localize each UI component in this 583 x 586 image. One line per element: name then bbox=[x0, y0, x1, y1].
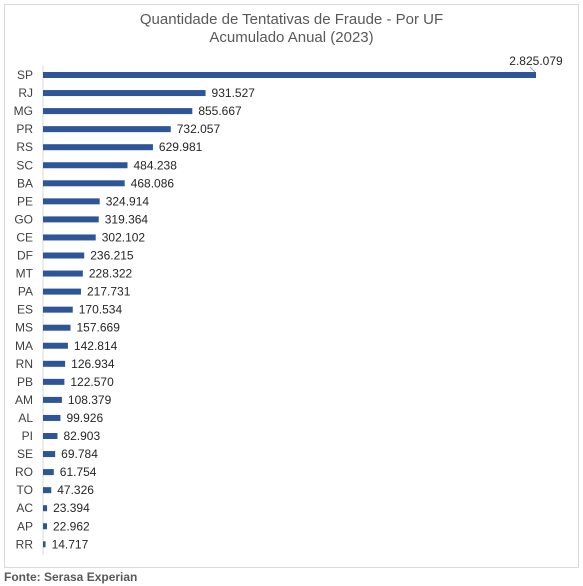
data-label: 732.057 bbox=[177, 122, 221, 136]
bar-pa bbox=[43, 288, 81, 295]
bar-am bbox=[43, 396, 62, 403]
data-label: 629.981 bbox=[159, 140, 203, 154]
category-label: AC bbox=[16, 501, 33, 515]
data-label: 855.667 bbox=[198, 104, 242, 118]
data-label: 484.238 bbox=[134, 158, 178, 172]
category-label: MG bbox=[14, 104, 33, 118]
category-label: PB bbox=[17, 375, 33, 389]
data-label: 142.814 bbox=[74, 339, 118, 353]
data-label: 61.754 bbox=[60, 465, 97, 479]
bar-ce bbox=[43, 234, 96, 241]
data-label: 99.926 bbox=[66, 411, 103, 425]
category-label: PA bbox=[18, 285, 33, 299]
data-label: 324.914 bbox=[106, 194, 150, 208]
bar-es bbox=[43, 306, 73, 313]
bar-rj bbox=[43, 90, 206, 97]
category-label: PR bbox=[16, 122, 33, 136]
data-label: 69.784 bbox=[61, 447, 98, 461]
category-label: MS bbox=[15, 321, 33, 335]
category-label: TO bbox=[17, 483, 33, 497]
data-label: 931.527 bbox=[212, 86, 256, 100]
data-label: 2.825.079 bbox=[509, 54, 563, 68]
chart-subtitle: Acumulado Anual (2023) bbox=[209, 29, 374, 46]
data-label: 47.326 bbox=[57, 483, 94, 497]
bar-sp bbox=[43, 72, 536, 78]
bar-ba bbox=[43, 180, 125, 187]
category-label: SC bbox=[16, 158, 33, 172]
category-label: BA bbox=[17, 176, 33, 190]
data-label: 468.086 bbox=[131, 176, 175, 190]
category-label: DF bbox=[17, 249, 33, 263]
leader-line bbox=[529, 66, 536, 73]
chart-title: Quantidade de Tentativas de Fraude - Por… bbox=[139, 11, 444, 28]
data-label: 236.215 bbox=[90, 249, 134, 263]
chart-frame bbox=[4, 4, 579, 568]
category-label: MT bbox=[16, 267, 34, 281]
category-label: SE bbox=[17, 447, 33, 461]
data-label: 23.394 bbox=[53, 501, 90, 515]
data-label: 228.322 bbox=[89, 267, 133, 281]
bar-ap bbox=[43, 523, 48, 530]
category-label: RR bbox=[16, 537, 34, 551]
bar-rs bbox=[43, 144, 153, 151]
category-label: AP bbox=[17, 519, 33, 533]
bar-rr bbox=[43, 541, 46, 548]
source-note: Fonte: Serasa Experian bbox=[4, 570, 138, 584]
category-label: SP bbox=[17, 68, 33, 82]
category-label: PI bbox=[22, 429, 33, 443]
bar-pb bbox=[43, 378, 65, 385]
data-label: 14.717 bbox=[52, 537, 89, 551]
bar-ro bbox=[43, 469, 54, 476]
bar-to bbox=[43, 487, 52, 494]
bar-ma bbox=[43, 342, 68, 349]
category-label: RJ bbox=[18, 86, 33, 100]
bar-pr bbox=[43, 126, 171, 133]
bar-df bbox=[43, 252, 85, 259]
category-label: RN bbox=[16, 357, 33, 371]
category-label: AL bbox=[18, 411, 33, 425]
bar-pe bbox=[43, 198, 100, 205]
bar-sc bbox=[43, 162, 128, 169]
category-label: CE bbox=[16, 230, 33, 244]
bar-mt bbox=[43, 270, 83, 277]
category-label: AM bbox=[15, 393, 33, 407]
bar-ac bbox=[43, 505, 48, 512]
bar-al bbox=[43, 414, 61, 421]
data-label: 126.934 bbox=[71, 357, 115, 371]
bar-se bbox=[43, 451, 56, 458]
bar-mg bbox=[43, 108, 193, 115]
data-label: 122.570 bbox=[70, 375, 114, 389]
category-label: RS bbox=[16, 140, 33, 154]
data-label: 22.962 bbox=[53, 519, 90, 533]
category-label: GO bbox=[14, 212, 33, 226]
category-label: ES bbox=[17, 303, 33, 317]
bar-pi bbox=[43, 433, 58, 439]
data-label: 82.903 bbox=[63, 429, 100, 443]
data-label: 319.364 bbox=[105, 212, 149, 226]
bar-rn bbox=[43, 360, 66, 367]
data-label: 302.102 bbox=[102, 230, 146, 244]
bar-ms bbox=[43, 324, 71, 331]
chart-title-block: Quantidade de Tentativas de Fraude - Por… bbox=[0, 11, 583, 47]
data-label: 170.534 bbox=[79, 303, 123, 317]
data-label: 217.731 bbox=[87, 285, 131, 299]
category-label: MA bbox=[15, 339, 33, 353]
category-label: PE bbox=[17, 194, 33, 208]
data-label: 108.379 bbox=[68, 393, 112, 407]
category-label: RO bbox=[15, 465, 33, 479]
data-label: 157.669 bbox=[77, 321, 121, 335]
bar-go bbox=[43, 216, 99, 223]
